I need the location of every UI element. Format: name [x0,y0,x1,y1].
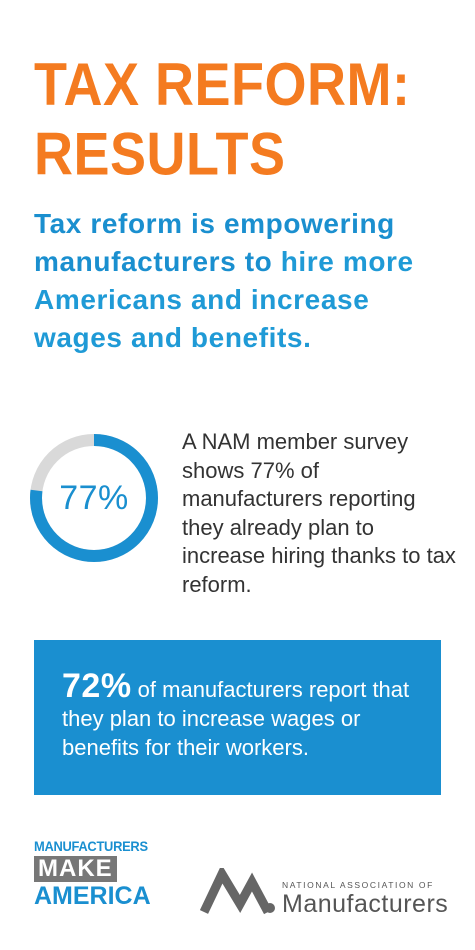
page-title: TAX REFORM: RESULTS [34,50,410,189]
wages-stat-box: 72% of manufacturers report that they pl… [34,640,441,795]
hiring-survey-text: A NAM member survey shows 77% of manufac… [182,429,456,597]
lead-part-1: Tax reform is empowering manufacturers t… [34,208,395,277]
manufacturers-make-america-logo: MANUFACTURERS MAKE AMERICA [34,838,154,910]
mma-line-3: AMERICA [34,882,151,910]
nam-name-large: Manufacturers [282,890,449,918]
mma-line-2: MAKE [34,856,117,882]
title-line-1: TAX REFORM: [34,51,411,119]
wages-stat-text: 72% of manufacturers report that they pl… [62,669,432,762]
lead-statement: Tax reform is empowering manufacturers t… [34,205,454,357]
wages-percent: 72% [62,667,132,705]
ring-fill [30,434,158,562]
hiring-progress-ring [30,434,158,562]
lead-part-2: hire more Americans and increase wages a… [34,246,414,353]
title-line-2: RESULTS [34,120,286,188]
nam-name-small: NATIONAL ASSOCIATION OF [282,880,434,890]
nam-logo-icon [200,868,275,915]
wages-description: of manufacturers report that they plan t… [62,677,410,760]
mma-line-1: MANUFACTURERS [34,838,148,854]
hiring-percent-label: 77% [59,478,129,517]
